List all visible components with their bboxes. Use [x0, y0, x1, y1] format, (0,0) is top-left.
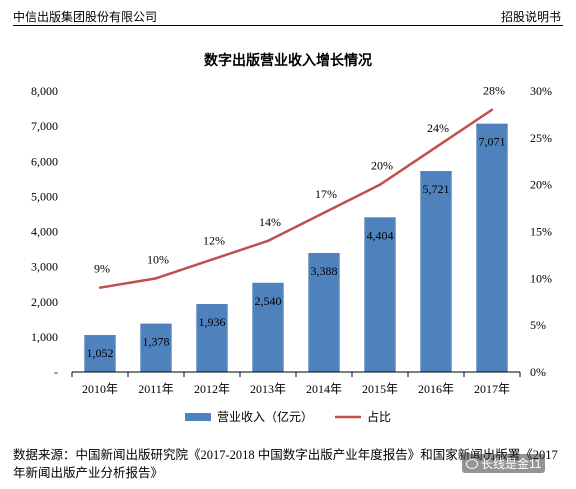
bar-value-label: 1,378 — [143, 335, 170, 349]
legend-label-share: 占比 — [367, 409, 391, 424]
bar-revenue — [252, 282, 284, 372]
bar-revenue — [84, 335, 116, 372]
legend-swatch-revenue — [185, 413, 211, 421]
revenue-chart: 数字出版营业收入增长情况 - 1,000 2,000 3,000 4,000 5,000 6,… — [31, 52, 552, 424]
bar-revenue — [140, 323, 172, 372]
bar-value-label: 3,388 — [311, 264, 338, 278]
source-note: 数据来源：中国新闻出版研究院《2017-2018 中国数字出版产业年度报告》和国… — [13, 448, 558, 480]
y-left-tick-label: 7,000 — [31, 119, 58, 133]
line-value-label: 10% — [147, 252, 169, 266]
line-value-label: 17% — [315, 187, 337, 201]
line-share-point — [490, 108, 494, 111]
line-value-label: 12% — [203, 234, 225, 248]
y-left-tick-label: 2,000 — [31, 295, 58, 309]
y-left-tick-label: 4,000 — [31, 225, 58, 239]
y-right-tick-label: 5% — [530, 318, 546, 332]
wechat-icon — [466, 459, 478, 469]
bar-value-label: 4,404 — [367, 228, 394, 242]
line-share-point — [378, 183, 382, 186]
watermark-text: 长线是金11 — [481, 457, 542, 471]
line-share-point — [98, 286, 102, 289]
line-value-label: 24% — [427, 121, 449, 135]
bar-value-label: 2,540 — [255, 294, 282, 308]
line-value-label: 9% — [94, 262, 110, 276]
line-share-point — [210, 258, 214, 261]
company-name: 中信出版集团股份有限公司 — [13, 10, 158, 24]
y-left-tick-label: 3,000 — [31, 260, 58, 274]
line-share — [99, 108, 493, 289]
y-right-tick-label: 15% — [530, 225, 552, 239]
bar-revenue — [420, 171, 452, 372]
y-right-tick-label: 25% — [530, 131, 552, 145]
y-right-tick-label: 0% — [530, 365, 546, 379]
watermark: 长线是金11 — [462, 454, 546, 473]
line-value-label: 28% — [483, 84, 505, 98]
document-type: 招股说明书 — [500, 10, 561, 24]
bar-value-label: 1,936 — [199, 315, 226, 329]
y-left-tick-label: 8,000 — [31, 84, 58, 98]
bar-value-label: 7,071 — [479, 135, 506, 149]
y-left-tick-label: - — [54, 365, 58, 379]
bar-revenue — [196, 303, 228, 372]
y-right-tick-label: 20% — [530, 178, 552, 192]
x-tick-label: 2016年 — [418, 382, 454, 396]
x-tick-label: 2015年 — [362, 382, 398, 396]
line-value-label: 20% — [371, 159, 393, 173]
header-rule — [13, 25, 563, 26]
line-value-label: 14% — [259, 215, 281, 229]
y-right-tick-label: 30% — [530, 84, 552, 98]
bar-revenue — [476, 123, 508, 372]
y-left-tick-label: 5,000 — [31, 189, 58, 203]
bar-value-label: 1,052 — [87, 346, 114, 360]
x-tick-label: 2014年 — [306, 382, 342, 396]
x-tick-label: 2011年 — [138, 382, 174, 396]
line-share-point — [434, 146, 438, 149]
legend-label-revenue: 营业收入（亿元） — [217, 409, 313, 424]
bar-value-label: 5,721 — [423, 182, 450, 196]
y-left-tick-label: 1,000 — [31, 330, 58, 344]
y-left-tick-label: 6,000 — [31, 154, 58, 168]
line-share-point — [322, 211, 326, 214]
x-tick-label: 2010年 — [82, 382, 118, 396]
bar-revenue — [308, 252, 340, 372]
x-tick-label: 2013年 — [250, 382, 286, 396]
chart-title: 数字出版营业收入增长情况 — [204, 52, 372, 68]
line-share-point — [154, 277, 158, 280]
x-tick-label: 2012年 — [194, 382, 230, 396]
x-tick-label: 2017年 — [474, 382, 510, 396]
y-right-tick-label: 10% — [530, 271, 552, 285]
line-share-point — [266, 239, 270, 243]
bar-revenue — [364, 217, 396, 372]
page-header: 中信出版集团股份有限公司 招股说明书 — [0, 0, 576, 26]
